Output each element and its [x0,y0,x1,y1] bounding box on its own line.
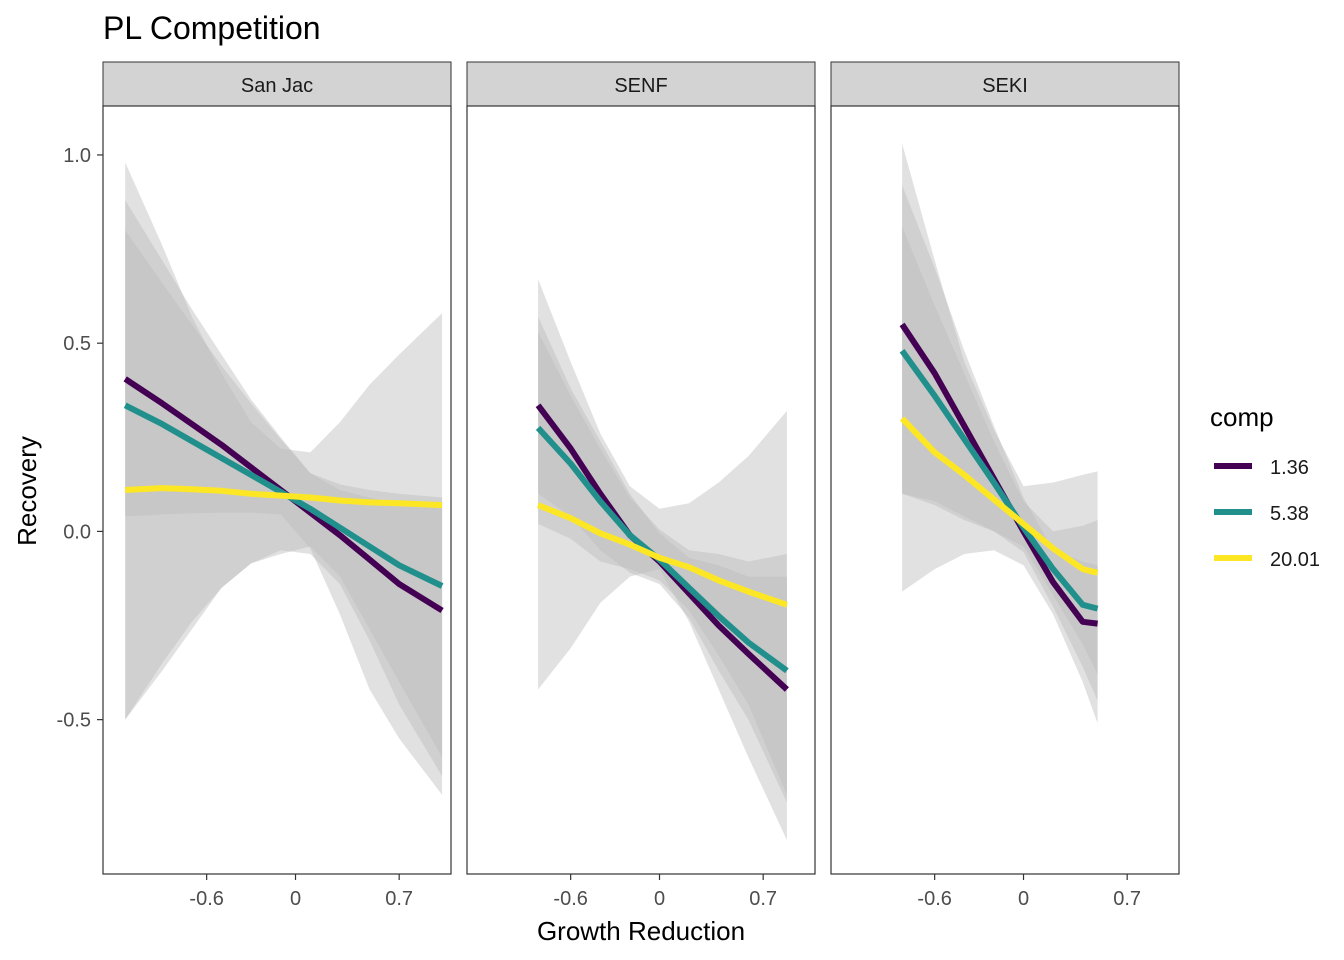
panel-strip-label: San Jac [241,75,313,97]
chart-title: PL Competition [103,10,321,46]
y-axis-label: Recovery [12,436,42,546]
x-tick-label: 0.7 [749,888,777,910]
panel-border [830,105,1180,875]
panels: San Jac -0.6 0 0.7 SENF -0.6 0 0.7 SEKI -0.6 0 0.7 [102,61,1180,910]
legend-title: comp [1210,402,1274,432]
panel-strip [466,61,816,107]
x-tick-label: 0 [654,888,665,910]
y-tick-label: 1.0 [63,145,91,167]
panel-seki: SEKI -0.6 0 0.7 [830,61,1180,910]
x-tick-label: 0.7 [385,888,413,910]
y-tick-label: 0.0 [63,521,91,543]
panel-san-jac: San Jac -0.6 0 0.7 [102,61,452,910]
panel-strip-label: SENF [614,75,667,97]
x-tick-label: -0.6 [189,888,223,910]
legend-label-20.01: 20.01 [1270,549,1320,571]
panel-background [831,106,1179,874]
legend-label-1.36: 1.36 [1270,457,1309,479]
legend: comp 1.36 5.38 20.01 [1210,402,1320,571]
panel-border [466,105,816,875]
series-line-20.01 [899,416,1099,576]
panel-strip [102,61,452,107]
series-line-20.01 [536,502,788,608]
x-tick-label: -0.6 [917,888,951,910]
series-line-5.38 [123,402,444,589]
legend-label-5.38: 5.38 [1270,503,1309,525]
series-line-20.01 [125,485,443,509]
x-tick-label: 0 [290,888,301,910]
x-tick-label: 0 [1018,888,1029,910]
y-tick-label: -0.5 [57,710,91,732]
panel-strip [830,61,1180,107]
y-axis: -0.5 0.0 0.5 1.0 [57,145,103,732]
confidence-ribbon-1.36 [125,200,443,777]
x-tick-label: 0.7 [1113,888,1141,910]
series-line-5.38 [899,348,1099,612]
x-tick-label: -0.6 [553,888,587,910]
panel-border [102,105,452,875]
panel-strip-label: SEKI [982,75,1028,97]
y-tick-label: 0.5 [63,333,91,355]
panel-background [467,106,815,874]
x-axis-label: Growth Reduction [537,916,745,946]
panel-senf: SENF -0.6 0 0.7 [466,61,816,910]
confidence-ribbon-20.01 [125,162,443,795]
